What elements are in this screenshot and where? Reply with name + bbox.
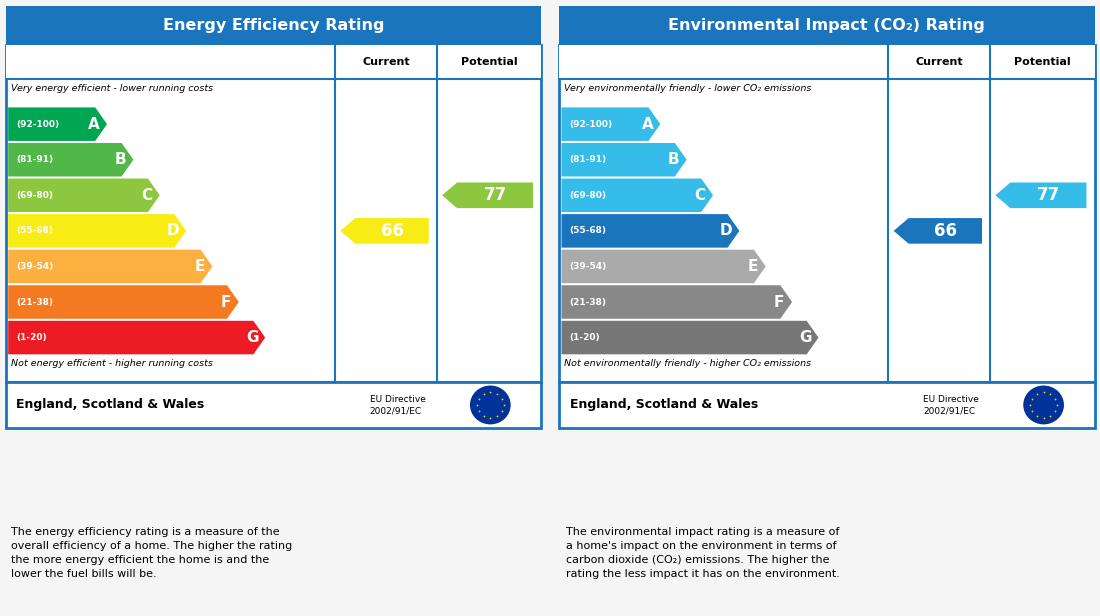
- Text: Not environmentally friendly - higher CO₂ emissions: Not environmentally friendly - higher CO…: [564, 359, 812, 368]
- Text: (1-20): (1-20): [16, 333, 47, 342]
- Polygon shape: [8, 249, 212, 283]
- Text: E: E: [195, 259, 205, 274]
- Text: 77: 77: [484, 186, 507, 205]
- Polygon shape: [561, 285, 792, 318]
- Text: Not energy efficient - higher running costs: Not energy efficient - higher running co…: [11, 359, 212, 368]
- Text: Environmental Impact (CO₂) Rating: Environmental Impact (CO₂) Rating: [668, 18, 986, 33]
- Polygon shape: [561, 179, 713, 212]
- Polygon shape: [561, 143, 686, 177]
- Text: (69-80): (69-80): [570, 191, 606, 200]
- Text: (69-80): (69-80): [16, 191, 53, 200]
- Text: (55-68): (55-68): [16, 226, 53, 235]
- Text: C: C: [694, 188, 705, 203]
- Text: A: A: [88, 116, 100, 132]
- Polygon shape: [8, 321, 265, 354]
- Text: Potential: Potential: [461, 57, 517, 67]
- Bar: [559, 6, 1094, 44]
- Text: F: F: [774, 294, 784, 309]
- Text: Potential: Potential: [1014, 57, 1070, 67]
- Text: EU Directive
2002/91/EC: EU Directive 2002/91/EC: [370, 395, 426, 415]
- Text: (92-100): (92-100): [16, 120, 59, 129]
- Circle shape: [470, 386, 510, 424]
- Text: E: E: [748, 259, 758, 274]
- Text: (21-38): (21-38): [16, 298, 53, 307]
- Text: Energy Efficiency Rating: Energy Efficiency Rating: [163, 18, 384, 33]
- Text: (39-54): (39-54): [16, 262, 54, 271]
- Text: England, Scotland & Wales: England, Scotland & Wales: [570, 399, 758, 411]
- Text: The environmental impact rating is a measure of
a home's impact on the environme: The environmental impact rating is a mea…: [566, 527, 840, 578]
- Polygon shape: [561, 249, 766, 283]
- Text: 66: 66: [934, 222, 957, 240]
- Bar: [6, 382, 541, 428]
- Polygon shape: [996, 182, 1087, 208]
- Text: (81-91): (81-91): [570, 155, 606, 164]
- Polygon shape: [340, 218, 429, 244]
- Polygon shape: [893, 218, 982, 244]
- Text: F: F: [221, 294, 231, 309]
- Bar: [6, 44, 541, 79]
- Text: (21-38): (21-38): [570, 298, 606, 307]
- Text: C: C: [141, 188, 152, 203]
- Text: (39-54): (39-54): [570, 262, 607, 271]
- Bar: [559, 44, 1094, 382]
- Text: G: G: [800, 330, 812, 345]
- Text: Current: Current: [915, 57, 962, 67]
- Polygon shape: [561, 214, 739, 248]
- Bar: [559, 44, 1094, 79]
- Text: G: G: [246, 330, 258, 345]
- Text: D: D: [720, 224, 733, 238]
- Text: 66: 66: [381, 222, 404, 240]
- Text: (55-68): (55-68): [570, 226, 606, 235]
- Polygon shape: [8, 143, 133, 177]
- Bar: [559, 382, 1094, 428]
- Polygon shape: [8, 179, 159, 212]
- Polygon shape: [561, 321, 818, 354]
- Polygon shape: [561, 107, 660, 141]
- Text: B: B: [668, 152, 680, 167]
- Text: Very environmentally friendly - lower CO₂ emissions: Very environmentally friendly - lower CO…: [564, 84, 812, 94]
- Text: Very energy efficient - lower running costs: Very energy efficient - lower running co…: [11, 84, 213, 94]
- Text: The energy efficiency rating is a measure of the
overall efficiency of a home. T: The energy efficiency rating is a measur…: [11, 527, 293, 578]
- Polygon shape: [8, 107, 107, 141]
- Circle shape: [1023, 386, 1064, 424]
- Text: (92-100): (92-100): [570, 120, 613, 129]
- Text: D: D: [167, 224, 179, 238]
- Polygon shape: [8, 285, 239, 318]
- Bar: [6, 44, 541, 382]
- Text: (1-20): (1-20): [570, 333, 601, 342]
- Text: England, Scotland & Wales: England, Scotland & Wales: [16, 399, 205, 411]
- Polygon shape: [8, 214, 186, 248]
- Text: A: A: [641, 116, 653, 132]
- Text: EU Directive
2002/91/EC: EU Directive 2002/91/EC: [923, 395, 979, 415]
- Text: B: B: [114, 152, 126, 167]
- Text: Current: Current: [362, 57, 409, 67]
- Bar: [6, 6, 541, 44]
- Text: 77: 77: [1037, 186, 1060, 205]
- Polygon shape: [442, 182, 534, 208]
- Text: (81-91): (81-91): [16, 155, 53, 164]
